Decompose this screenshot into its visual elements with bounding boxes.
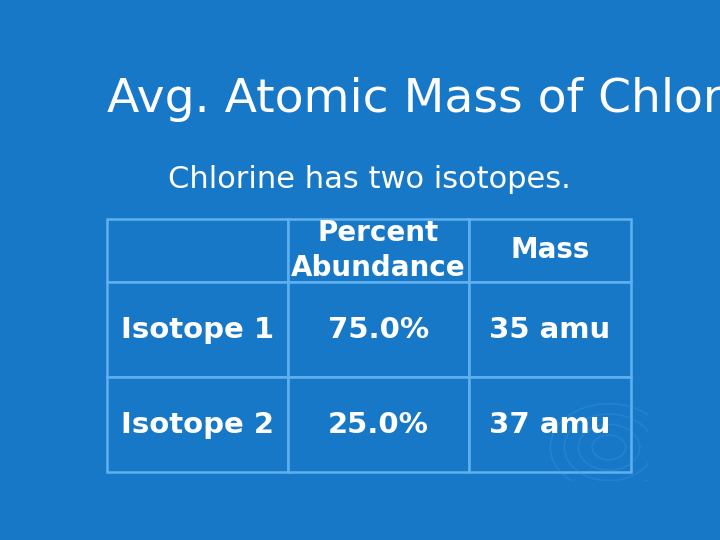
Bar — [288, 282, 469, 377]
Bar — [107, 377, 288, 472]
Bar — [107, 282, 288, 377]
Text: Avg. Atomic Mass of Chlorine: Avg. Atomic Mass of Chlorine — [107, 77, 720, 122]
Bar — [469, 219, 631, 282]
Text: Isotope 2: Isotope 2 — [121, 411, 274, 438]
Text: Isotope 1: Isotope 1 — [121, 315, 274, 343]
Text: 37 amu: 37 amu — [489, 411, 611, 438]
Text: 75.0%: 75.0% — [328, 315, 428, 343]
Text: Chlorine has two isotopes.: Chlorine has two isotopes. — [168, 165, 570, 194]
Bar — [469, 377, 631, 472]
Bar — [107, 219, 288, 282]
Bar — [469, 282, 631, 377]
Text: 25.0%: 25.0% — [328, 411, 428, 438]
Text: 35 amu: 35 amu — [490, 315, 611, 343]
Text: Percent
Abundance: Percent Abundance — [291, 219, 466, 282]
Bar — [288, 219, 469, 282]
Bar — [288, 377, 469, 472]
Text: Mass: Mass — [510, 237, 590, 265]
